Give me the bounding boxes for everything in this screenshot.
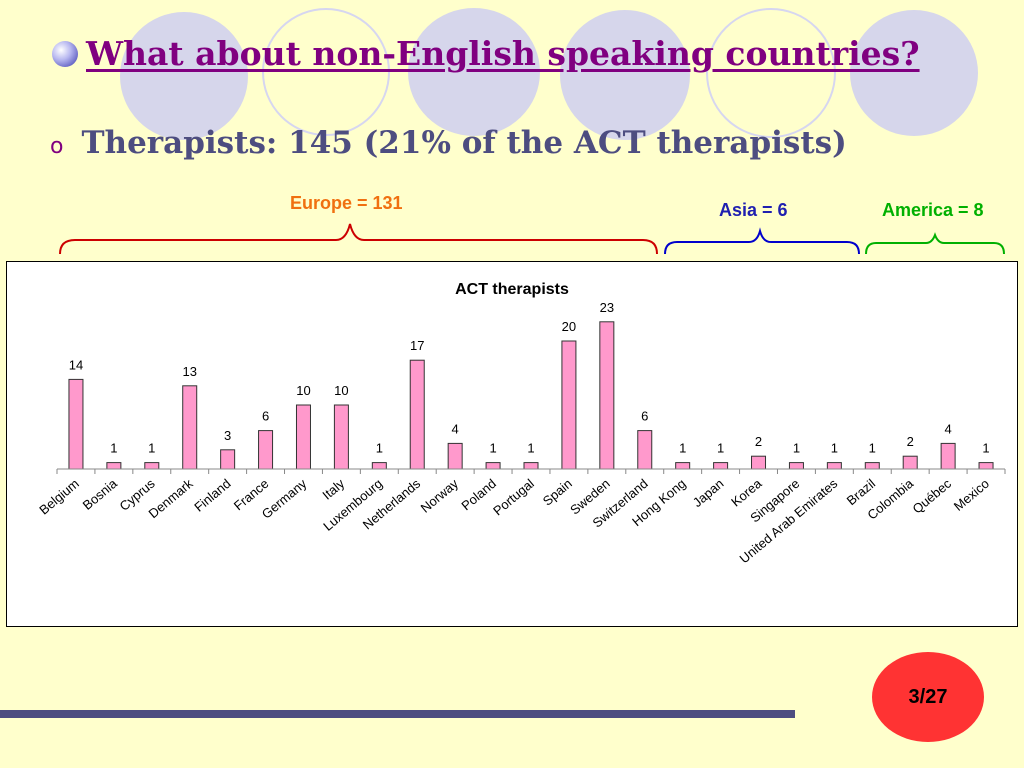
bar-france (258, 430, 274, 470)
data-label: 17 (410, 338, 424, 353)
bar-united-arab-emirates (826, 462, 842, 470)
bracket-europe (59, 223, 658, 255)
decorative-circle (560, 10, 690, 140)
data-label: 1 (831, 441, 838, 456)
data-label: 1 (376, 441, 383, 456)
bar-sweden (599, 321, 615, 470)
chart-title: ACT therapists (455, 281, 569, 298)
x-tick-label: Norway (418, 475, 462, 515)
bar-norway (447, 442, 463, 470)
bar-mexico (978, 462, 994, 470)
subtitle-row: o Therapists: 145 (21% of the ACT therap… (50, 125, 847, 161)
data-label: 23 (600, 300, 614, 315)
x-tick-label: Québec (910, 475, 955, 516)
bar-brazil (864, 462, 880, 470)
slide-subtitle: Therapists: 145 (21% of the ACT therapis… (81, 125, 847, 161)
bar-spain (561, 340, 577, 470)
region-label-asia: Asia = 6 (719, 200, 788, 220)
circle-bullet-icon: o (50, 134, 64, 159)
bullet-sphere-icon (52, 40, 78, 67)
decorative-circle (262, 8, 390, 136)
data-label: 4 (452, 421, 459, 436)
data-label: 10 (296, 383, 310, 398)
bar-japan (713, 462, 729, 470)
decorative-circle (706, 8, 836, 138)
slide-title: What about non-English speaking countrie… (86, 34, 920, 73)
bar-qu-bec (940, 442, 956, 470)
bar-hong-kong (675, 462, 691, 470)
data-label: 1 (679, 441, 686, 456)
bar-netherlands (409, 359, 425, 470)
data-label: 2 (755, 434, 762, 449)
page-number: 3/27 (908, 685, 948, 708)
x-tick-label: Italy (319, 475, 347, 502)
bar-finland (220, 449, 236, 470)
bar-denmark (182, 385, 198, 470)
data-label: 6 (262, 409, 269, 424)
x-tick-label: Portugal (490, 476, 537, 519)
region-label-america: America = 8 (882, 200, 984, 220)
data-label: 1 (148, 441, 155, 456)
footer-line (0, 710, 795, 718)
bar-singapore (788, 462, 804, 470)
data-label: 1 (982, 441, 989, 456)
decorative-circle (408, 8, 540, 136)
bar-cyprus (144, 462, 160, 470)
region-label-europe: Europe = 131 (290, 193, 403, 213)
bracket-america (865, 232, 1005, 255)
bar-bosnia (106, 462, 122, 470)
x-tick-label: Japan (690, 476, 727, 510)
x-tick-label: Bosnia (80, 475, 121, 513)
chart-panel: ACT therapists 14 1 1 13 3 6 10 10 1 17 4 1 1 20 23 6 1 1… (6, 261, 1018, 627)
x-tick-label: Finland (191, 476, 233, 515)
slide-title-row: What about non-English speaking countrie… (52, 34, 920, 73)
data-label: 14 (69, 357, 83, 372)
data-label: 1 (869, 441, 876, 456)
page-number-badge: 3/27 (872, 652, 984, 742)
bar-poland (485, 462, 501, 470)
bracket-asia (664, 227, 860, 255)
decorative-circle (120, 12, 248, 140)
x-tick-label: Mexico (951, 476, 992, 514)
bar-italy (333, 404, 349, 470)
bar-switzerland (637, 430, 653, 470)
region-brackets (59, 223, 1005, 255)
data-label: 1 (489, 441, 496, 456)
data-label: 1 (793, 441, 800, 456)
data-label: 10 (334, 383, 348, 398)
data-label: 20 (562, 319, 576, 334)
data-label: 13 (182, 364, 196, 379)
data-label: 1 (110, 441, 117, 456)
data-label: 2 (907, 434, 914, 449)
data-label: 6 (641, 409, 648, 424)
x-tick-label: Belgium (36, 476, 82, 518)
data-label: 1 (527, 441, 534, 456)
data-label: 4 (945, 421, 952, 436)
data-label: 1 (717, 441, 724, 456)
bar-korea (751, 455, 767, 470)
bar-colombia (902, 455, 918, 470)
decorative-circle (850, 10, 978, 136)
data-label: 3 (224, 428, 231, 443)
bar-portugal (523, 462, 539, 470)
bar-luxembourg (371, 462, 387, 470)
bar-germany (295, 404, 311, 470)
bar-belgium (68, 378, 84, 470)
